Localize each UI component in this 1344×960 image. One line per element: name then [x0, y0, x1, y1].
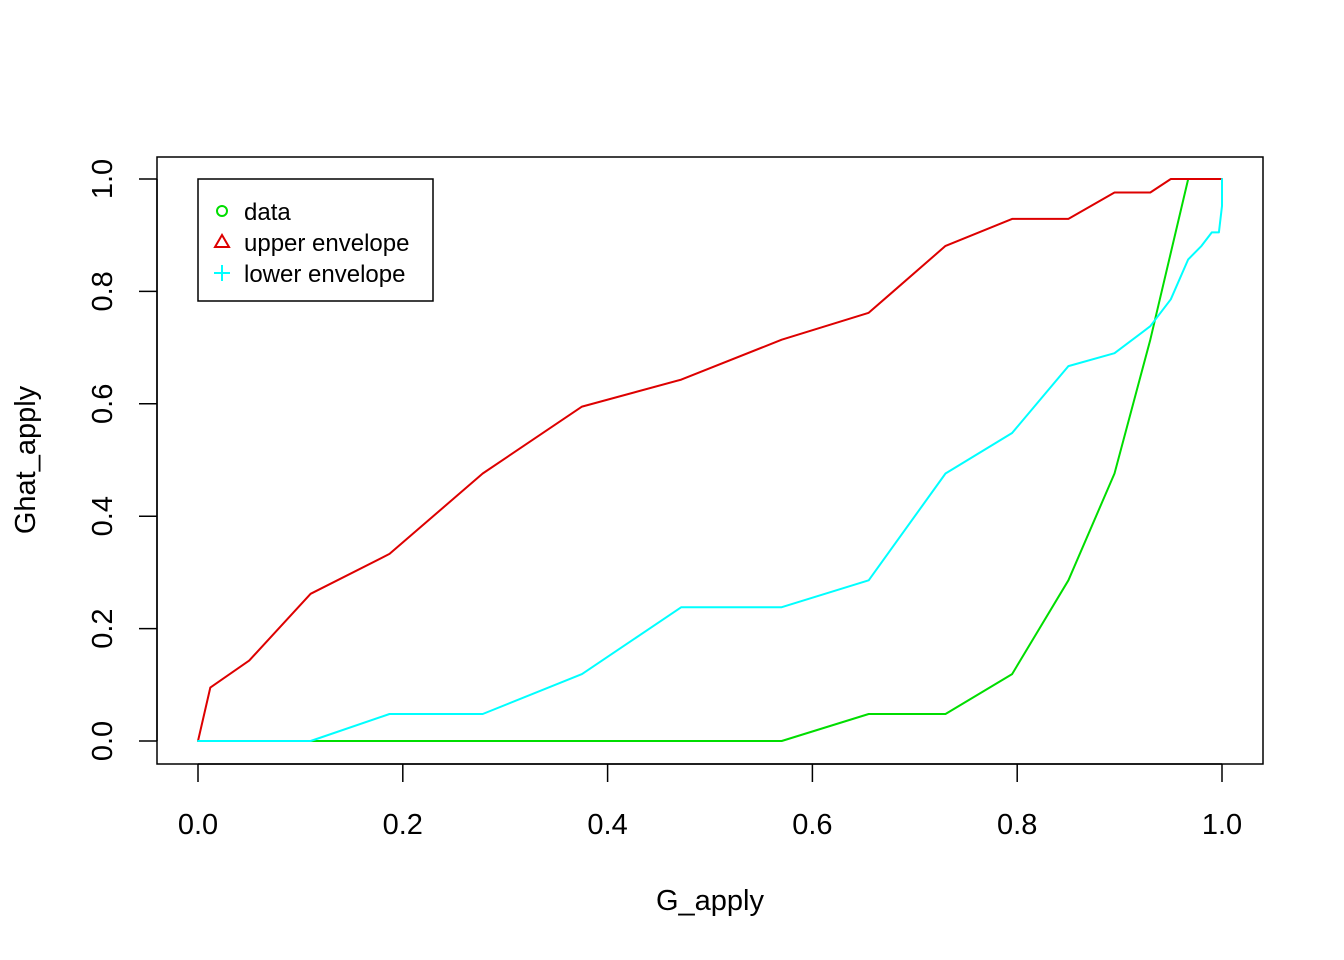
x-tick-label: 1.0 — [1202, 809, 1242, 841]
x-tick-label: 0.4 — [587, 809, 627, 841]
legend-marker-upper-envelope — [213, 233, 231, 248]
y-tick-label: 0.4 — [87, 496, 119, 536]
legend-marker-lower-envelope — [214, 265, 230, 281]
series-line-lower-envelope — [197, 178, 1223, 742]
y-tick-label: 0.0 — [87, 721, 119, 761]
series-line-upper-envelope — [197, 178, 1223, 742]
legend-box — [197, 178, 434, 302]
y-tick-label: 0.2 — [87, 608, 119, 648]
y-tick-label: 0.6 — [87, 384, 119, 424]
y-tick-label: 0.8 — [87, 271, 119, 311]
series-line-data — [197, 178, 1190, 742]
y-axis: 0.0 0.2 0.4 0.6 0.8 1.0 — [87, 159, 158, 761]
legend-label-data: data — [244, 199, 291, 226]
x-tick-label: 0.6 — [792, 809, 832, 841]
legend: data upper envelope lower envelope — [197, 178, 434, 302]
x-tick-label: 0.8 — [997, 809, 1037, 841]
legend-marker-data — [216, 205, 228, 217]
series-layer — [197, 178, 1223, 742]
legend-label-upper-envelope: upper envelope — [244, 230, 409, 257]
x-axis-label: G_apply — [656, 885, 765, 917]
x-tick-label: 0.0 — [178, 809, 218, 841]
x-tick-label: 0.2 — [383, 809, 423, 841]
y-axis-label: Ghat_apply — [10, 385, 42, 534]
x-axis: 0.0 0.2 0.4 0.6 0.8 1.0 — [178, 763, 1242, 841]
legend-label-lower-envelope: lower envelope — [244, 261, 405, 288]
y-tick-label: 1.0 — [87, 159, 119, 199]
